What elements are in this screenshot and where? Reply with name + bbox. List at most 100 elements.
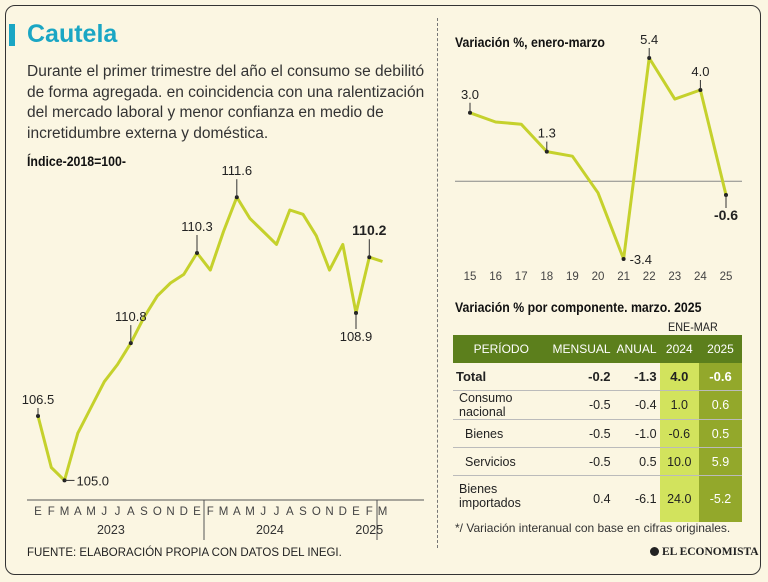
month-tick-label: A (74, 506, 82, 518)
month-tick-label: A (127, 506, 135, 518)
brand-dot-icon (650, 547, 659, 556)
title-accent-bar (9, 24, 15, 46)
data-label: 111.6 (221, 163, 252, 178)
data-label: 1.3 (538, 126, 556, 141)
table-note: */ Variación interanual con base en cifr… (455, 521, 731, 535)
month-tick-label: J (260, 506, 266, 518)
data-label: 108.9 (340, 329, 373, 344)
cell-2024: 1.0 (659, 390, 699, 420)
month-tick-label: F (207, 506, 214, 518)
cell-mensual: -0.5 (549, 447, 614, 476)
year-tick-label: 17 (515, 271, 528, 283)
component-table: PERÍODO MENSUAL ANUAL 2024 2025 Total -0… (453, 335, 742, 522)
month-tick-label: D (180, 506, 188, 518)
cell-mensual: -0.2 (549, 363, 614, 391)
month-tick-label: M (86, 506, 96, 518)
year-tick-label: 16 (489, 271, 502, 283)
cell-2024: 4.0 (659, 363, 699, 391)
cell-mensual: -0.5 (549, 390, 614, 420)
cell-2025: 0.5 (698, 419, 742, 448)
source-footer: FUENTE: ELABORACIÓN PROPIA CON DATOS DEL… (27, 547, 342, 559)
table-title: Variación % por componente. marzo. 2025 (455, 299, 702, 315)
month-tick-label: E (352, 506, 360, 518)
year-tick-label: 20 (592, 271, 605, 283)
cell-anual: -1.3 (613, 363, 660, 391)
month-tick-label: M (219, 506, 229, 518)
year-tick-label: 18 (540, 271, 553, 283)
cell-2025: 5.9 (698, 447, 742, 476)
month-tick-label: N (166, 506, 174, 518)
month-tick-label: O (153, 506, 162, 518)
data-label: 106.5 (22, 392, 55, 407)
col-2024: 2024 (659, 335, 699, 363)
cell-2025: -0.6 (698, 363, 742, 391)
year-tick-label: 19 (566, 271, 579, 283)
cell-anual: -1.0 (613, 419, 660, 448)
infographic-frame (5, 5, 761, 575)
cell-anual: -0.4 (613, 390, 660, 420)
month-tick-label: M (378, 506, 388, 518)
row-name: Bienes (453, 419, 550, 448)
table-row: Total -0.2 -1.3 4.0 -0.6 (453, 363, 742, 391)
table-row: Bienes -0.5 -1.0 -0.6 0.5 (453, 419, 742, 448)
index-series-line (36, 195, 383, 482)
month-tick-label: A (286, 506, 294, 518)
data-label: 105.0 (77, 473, 110, 488)
year-tick-label: 23 (668, 271, 681, 283)
cell-mensual: -0.5 (549, 419, 614, 448)
row-name: Consumo nacional (453, 390, 550, 420)
data-label: 110.2 (352, 222, 386, 238)
month-tick-label: F (48, 506, 55, 518)
month-tick-label: J (101, 506, 107, 518)
data-point-marker (621, 257, 626, 261)
table-row: Servicios -0.5 0.5 10.0 5.9 (453, 447, 742, 476)
month-tick-label: A (233, 506, 241, 518)
data-label: 110.3 (181, 219, 213, 234)
month-tick-label: N (325, 506, 333, 518)
col-mensual: MENSUAL (549, 335, 614, 363)
col-periodo: PERÍODO (453, 335, 550, 363)
year-tick-label: 15 (464, 271, 477, 283)
month-tick-label: J (274, 506, 280, 518)
year-label: 2024 (256, 523, 284, 537)
data-label: 5.4 (640, 32, 658, 47)
brand-logo: EL ECONOMISTA (650, 546, 759, 558)
year-tick-label: 25 (720, 271, 733, 283)
year-tick-label: 21 (617, 271, 630, 283)
month-tick-label: S (299, 506, 307, 518)
row-name: Servicios (453, 447, 550, 476)
month-tick-label: S (140, 506, 148, 518)
variation-chart-title: Variación %, enero-marzo (455, 34, 605, 50)
brand-name: EL ECONOMISTA (662, 546, 759, 558)
cell-anual: 0.5 (613, 447, 660, 476)
year-label: 2023 (97, 523, 125, 537)
month-tick-label: E (34, 506, 42, 518)
month-tick-label: D (339, 506, 347, 518)
month-tick-label: M (60, 506, 70, 518)
cell-2024: 24.0 (659, 475, 699, 522)
month-tick-label: M (245, 506, 255, 518)
cell-mensual: 0.4 (593, 492, 611, 506)
table-header-row: PERÍODO MENSUAL ANUAL 2024 2025 (453, 335, 742, 363)
data-label: 3.0 (461, 87, 479, 102)
intro-text: Durante el primer trimestre del año el c… (27, 63, 425, 142)
column-divider (437, 18, 438, 548)
year-tick-label: 22 (643, 271, 656, 283)
cell-2024: 10.0 (659, 447, 699, 476)
month-tick-label: J (115, 506, 121, 518)
year-label: 2025 (355, 523, 383, 537)
month-tick-label: O (312, 506, 321, 518)
row-name: Bienes importados (459, 482, 521, 510)
variation-series-line (469, 56, 728, 261)
year-tick-label: 24 (694, 271, 707, 283)
month-tick-label: F (366, 506, 373, 518)
cell-2025: -5.2 (698, 475, 742, 522)
data-label: 110.8 (115, 309, 147, 324)
cell-anual: -6.1 (635, 492, 657, 506)
index-chart-title: Índice-2018=100- (27, 153, 126, 169)
page-title: Cautela (27, 20, 118, 48)
table-row: Consumo nacional -0.5 -0.4 1.0 0.6 (453, 390, 742, 420)
data-label: -0.6 (714, 207, 738, 223)
data-label: -3.4 (630, 252, 652, 267)
